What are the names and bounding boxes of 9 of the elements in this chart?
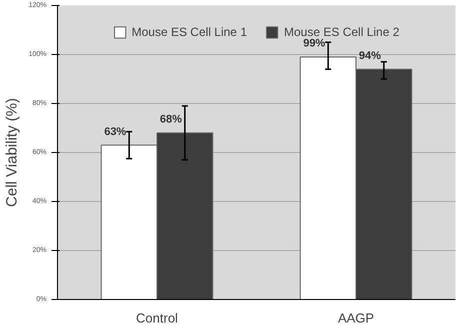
- legend-label: Mouse ES Cell Line 2: [284, 25, 400, 39]
- data-label: 99%: [303, 38, 326, 50]
- data-label: 94%: [358, 50, 382, 62]
- data-label: 63%: [104, 126, 126, 138]
- legend-label: Mouse ES Cell Line 1: [132, 25, 247, 39]
- x-tick-label: AAGP: [338, 310, 374, 326]
- data-label: 68%: [160, 114, 182, 126]
- y-axis-title: Cell Viability (%): [4, 98, 21, 207]
- x-tick-label: Control: [136, 310, 178, 326]
